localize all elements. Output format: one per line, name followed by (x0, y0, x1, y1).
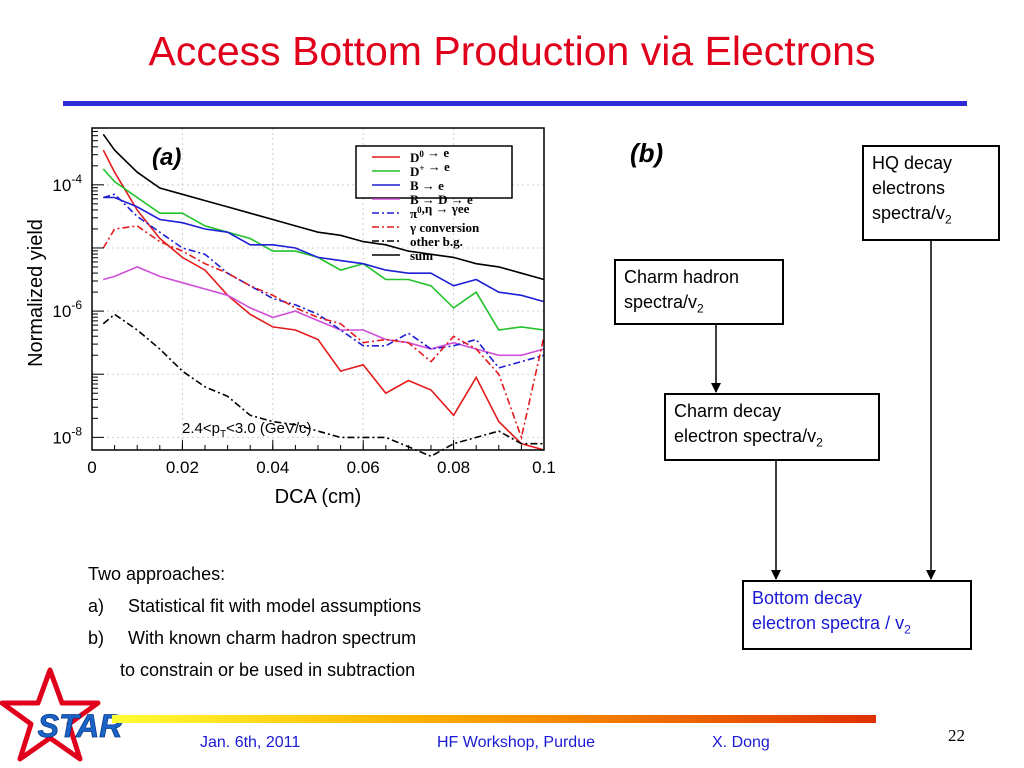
chart-ticks: 0 0.02 0.04 0.06 0.08 0.1 10-4 10-6 10-8 (52, 130, 556, 477)
approaches-list: Two approaches: a) Statistical fit with m… (88, 558, 421, 686)
pt-annotation: 2.4<pT<3.0 (GeV/c) (182, 420, 312, 440)
slide-title: Access Bottom Production via Electrons (148, 28, 876, 74)
dca-chart: 0 0.02 0.04 0.06 0.08 0.1 10-4 10-6 10-8 (a) D0 … (25, 127, 556, 508)
panel-b-label: (b) (630, 138, 664, 168)
legend-label: B → e (410, 178, 444, 193)
legend-label: D0 → e (410, 145, 449, 165)
approach-a: a) Statistical fit with model assumptions (88, 596, 422, 616)
series-line-5 (102, 225, 545, 441)
approach-b: b) With known charm hadron spectrum (88, 628, 417, 648)
x-tick-label: 0.1 (532, 458, 556, 477)
page-number: 22 (948, 726, 965, 745)
approach-b-continuation: to constrain or be used in subtraction (120, 660, 416, 680)
legend-box (355, 145, 513, 199)
footer-author: X. Dong (712, 734, 770, 751)
series-line-3 (103, 266, 545, 357)
x-tick-label: 0.04 (256, 458, 289, 477)
y-tick-label: 10-6 (52, 298, 82, 321)
series-line-4 (103, 193, 545, 369)
x-axis-label: DCA (cm) (275, 486, 362, 508)
y-axis-label: Normalized yield (25, 219, 47, 367)
charm-decay-box: Charm decay electron spectra/v2 (664, 393, 880, 461)
hq-decay-box: HQ decay electrons spectra/v2 (862, 145, 1000, 241)
approaches-heading: Two approaches: (88, 564, 226, 584)
footer-date: Jan. 6th, 2011 (200, 734, 301, 751)
footer-event: HF Workshop, Purdue (437, 734, 595, 751)
title-rule (63, 101, 967, 106)
x-tick-label: 0.02 (166, 458, 199, 477)
footer-bar (112, 715, 876, 723)
y-tick-label: 10-8 (52, 424, 82, 447)
chart-series (102, 133, 545, 458)
legend-label: B → D → e (410, 192, 473, 207)
star-icon (0, 667, 101, 762)
legend-label: other b.g. (410, 234, 463, 249)
bottom-decay-box: Bottom decay electron spectra / v2 (742, 580, 972, 650)
series-line-7 (102, 133, 545, 281)
x-tick-label: 0.06 (347, 458, 380, 477)
legend-label: π0,η → γee (410, 201, 470, 221)
star-logo: STAR (0, 667, 123, 762)
x-tick-label: 0.08 (437, 458, 470, 477)
legend-label: γ conversion (409, 220, 480, 235)
y-tick-label: 10-4 (52, 172, 82, 195)
charm-hadron-box: Charm hadron spectra/v2 (614, 259, 784, 325)
series-line-2 (103, 196, 545, 303)
legend-label: D+ → e (410, 159, 450, 179)
legend-label: sum (410, 248, 433, 263)
x-tick-label: 0 (87, 458, 96, 477)
panel-a-label: (a) (152, 144, 181, 171)
star-logo-text: STAR (38, 708, 123, 744)
